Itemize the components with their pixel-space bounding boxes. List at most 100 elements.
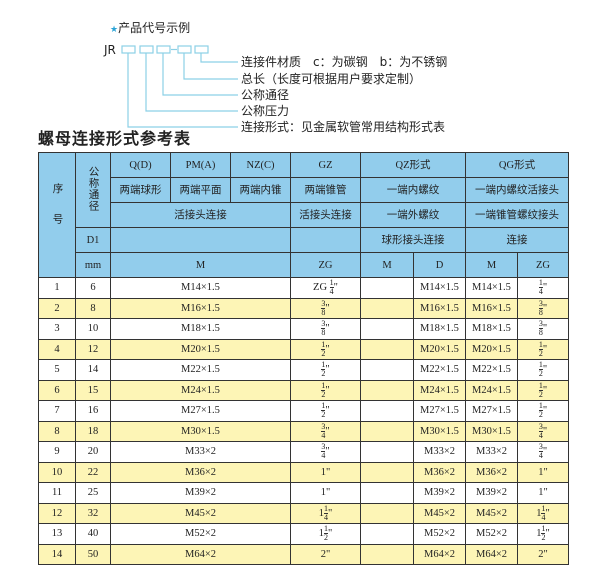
whole: 1	[320, 487, 326, 499]
header-conn: 活接头连接	[290, 202, 361, 228]
cell-m: M18×1.5	[110, 318, 291, 340]
cell-qz-d: M52×2	[413, 523, 466, 545]
cell-qz-m	[360, 297, 414, 319]
header-unit: ZG	[517, 252, 569, 278]
cell-zg: 1 2 "	[290, 359, 361, 381]
cell-m: M52×2	[110, 523, 291, 545]
header-conn: 连接	[465, 227, 569, 253]
table-row: 13 40 M52×2 1 1 2 " M52×2 M52×2 1 1 2 "	[38, 523, 569, 545]
cell-no: 14	[38, 543, 76, 565]
cell-dn: 22	[75, 461, 111, 483]
cell-dn: 10	[75, 318, 111, 340]
cell-no: 13	[38, 523, 76, 545]
cell-m: M27×1.5	[110, 400, 291, 422]
cell-dn: 12	[75, 338, 111, 360]
whole: 1	[318, 507, 324, 519]
header-unit: M	[110, 252, 291, 278]
header-shape: 两端平面	[170, 177, 231, 203]
code-box	[139, 45, 154, 54]
label-pressure: 公称压力	[241, 104, 290, 118]
whole: 1	[536, 528, 542, 540]
cell-qz-m	[360, 277, 414, 299]
cell-qg-zg: 1 2 "	[517, 338, 569, 360]
cell-zg: 1 2 "	[290, 400, 361, 422]
cell-qg-m: M22×1.5	[465, 359, 518, 381]
cell-qz-m	[360, 523, 414, 545]
cell-qz-d: M33×2	[413, 441, 466, 463]
whole: 1	[318, 528, 324, 540]
code-diagram	[121, 45, 238, 128]
cell-qg-m: M33×2	[465, 441, 518, 463]
code-box	[194, 45, 209, 54]
header-conn: 一端锥管螺纹接头	[465, 202, 569, 228]
cell-qz-m	[360, 543, 414, 565]
table-row: 11 25 M39×2 1" M39×2 M39×2 1"	[38, 482, 569, 504]
cell-qz-d: M20×1.5	[413, 338, 466, 360]
table-row: 3 10 M18×1.5 3 8 " M18×1.5 M18×1.5 3 8 "	[38, 318, 569, 340]
cell-no: 10	[38, 461, 76, 483]
cell-dn: 8	[75, 297, 111, 319]
cell-qg-m: M45×2	[465, 502, 518, 524]
cell-no: 12	[38, 502, 76, 524]
cell-zg: 1 1 2 "	[290, 523, 361, 545]
header-d1: D1	[75, 227, 111, 253]
cell-zg: 2"	[290, 543, 361, 565]
cell-qg-zg: 1 2 "	[517, 400, 569, 422]
table-row: 1 6 M14×1.5 ZG 1 4 " M14×1.5 M14×1.5 1 4 "	[38, 277, 569, 299]
header-seq: 序号	[38, 152, 76, 278]
cell-qg-zg: 3 8 "	[517, 318, 569, 340]
cell-qz-d: M24×1.5	[413, 379, 466, 401]
cell-qg-m: M24×1.5	[465, 379, 518, 401]
cell-m: M16×1.5	[110, 297, 291, 319]
table-row: 4 12 M20×1.5 1 2 " M20×1.5 M20×1.5 1 2 "	[38, 338, 569, 360]
cell-qg-zg: 3 4 "	[517, 441, 569, 463]
label-length: 总长（长度可根据用户要求定制）	[241, 72, 422, 86]
cell-no: 5	[38, 359, 76, 381]
table-row: 10 22 M36×2 1" M36×2 M36×2 1"	[38, 461, 569, 483]
cell-qg-zg: 1 1 2 "	[517, 523, 569, 545]
cell-qz-d: M14×1.5	[413, 277, 466, 299]
cell-no: 3	[38, 318, 76, 340]
header-conn: 一端外螺纹	[360, 202, 466, 228]
cell-qz-d: M27×1.5	[413, 400, 466, 422]
cell-zg: 1"	[290, 461, 361, 483]
cell-dn: 18	[75, 420, 111, 442]
cell-qz-d: M64×2	[413, 543, 466, 565]
code-prefix: JR	[104, 43, 116, 57]
table-row: 5 14 M22×1.5 1 2 " M22×1.5 M22×1.5 1 2 "	[38, 359, 569, 381]
cell-m: M24×1.5	[110, 379, 291, 401]
cell-qz-m	[360, 420, 414, 442]
example-heading: ★产品代号示例	[110, 21, 191, 35]
cell-no: 2	[38, 297, 76, 319]
code-box	[177, 45, 192, 54]
cell-zg: 3 8 "	[290, 318, 361, 340]
cell-zg: ZG 1 4 "	[290, 277, 361, 299]
header-shape: 一端内螺纹	[360, 177, 466, 203]
cell-qg-zg: 3 8 "	[517, 297, 569, 319]
header-type: NZ(C)	[230, 152, 291, 178]
header-type: Q(D)	[110, 152, 171, 178]
cell-qg-m: M52×2	[465, 523, 518, 545]
cell-qz-m	[360, 338, 414, 360]
cell-qg-m: M16×1.5	[465, 297, 518, 319]
cell-qz-d: M45×2	[413, 502, 466, 524]
cell-qz-d: M39×2	[413, 482, 466, 504]
cell-qz-m	[360, 318, 414, 340]
cell-qg-m: M14×1.5	[465, 277, 518, 299]
cell-qz-d: M16×1.5	[413, 297, 466, 319]
header-shape: 一端内螺纹活接头	[465, 177, 569, 203]
cell-m: M14×1.5	[110, 277, 291, 299]
cell-dn: 40	[75, 523, 111, 545]
header-shape: 两端球形	[110, 177, 171, 203]
code-box	[156, 45, 171, 54]
